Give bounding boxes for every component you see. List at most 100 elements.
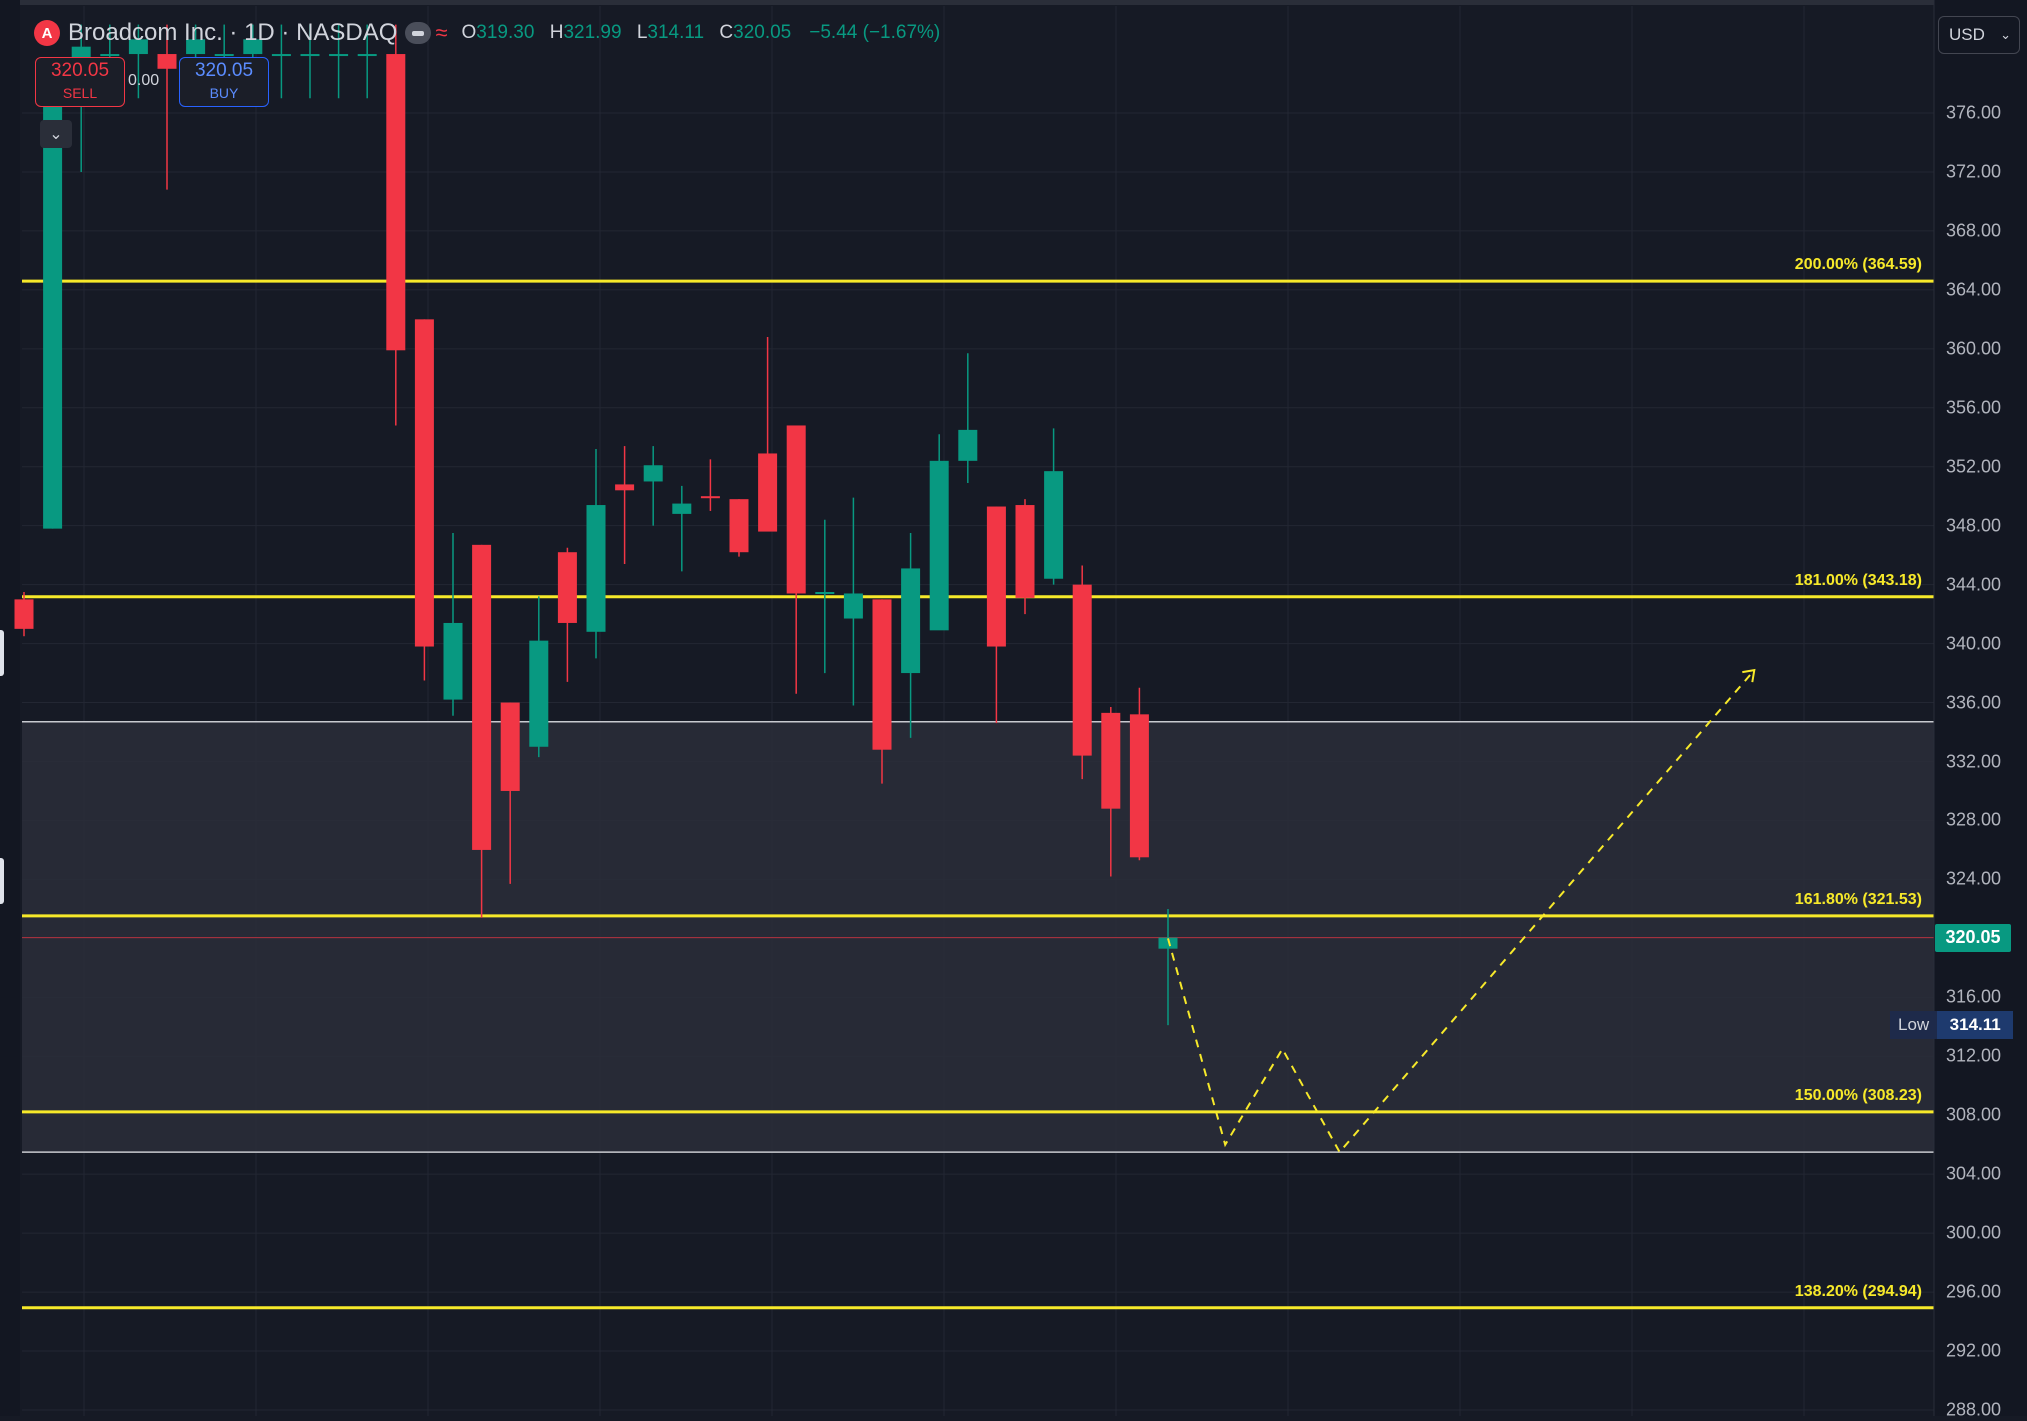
y-tick-label: 300.00	[1946, 1222, 2002, 1243]
candle-body	[300, 54, 320, 57]
candle-body	[1015, 505, 1035, 598]
y-tick-label: 348.00	[1946, 515, 2002, 536]
chevron-down-icon: ⌄	[2000, 27, 2011, 42]
candle-body	[929, 460, 949, 631]
candle-body	[958, 429, 978, 461]
candle-body	[843, 593, 863, 619]
candle-body	[43, 98, 63, 529]
candle-body	[672, 503, 692, 514]
left-edge-tab[interactable]	[0, 858, 4, 904]
low-label: L	[636, 22, 648, 43]
candle-body	[872, 599, 892, 750]
buy-button[interactable]: 320.05 BUY	[179, 57, 269, 107]
candle	[758, 337, 778, 532]
candle-body	[1044, 471, 1064, 579]
candle	[843, 497, 863, 706]
low-price-tag: Low 314.11	[1890, 1011, 2014, 1040]
candle-body	[500, 702, 520, 791]
candle-body	[700, 496, 720, 499]
fib-level-label: 200.00% (364.59)	[1794, 256, 1922, 274]
candle	[500, 702, 520, 884]
top-border	[0, 0, 2027, 5]
candle-body	[815, 592, 835, 595]
candle-body	[529, 640, 549, 747]
currency-select[interactable]: USD ⌄	[1938, 16, 2020, 54]
sell-button[interactable]: 320.05 SELL	[35, 57, 125, 107]
candle	[357, 24, 377, 99]
candle	[1129, 687, 1149, 861]
candle-body	[386, 54, 406, 351]
left-toolbar-strip	[0, 0, 20, 1416]
candle-body	[1129, 714, 1149, 858]
candle	[786, 425, 806, 694]
candle-body	[14, 599, 34, 629]
y-tick-label: 324.00	[1946, 868, 2002, 889]
candle	[901, 533, 921, 738]
candle	[443, 533, 463, 716]
y-tick-label: 340.00	[1946, 633, 2002, 654]
symbol-legend: A Broadcom Inc. · 1D · NASDAQ ≈ O319.30 …	[34, 18, 940, 48]
y-tick-label: 316.00	[1946, 986, 2002, 1007]
candle	[1101, 706, 1121, 877]
open-label: O	[461, 22, 477, 43]
buy-label: BUY	[209, 85, 239, 101]
candle-body	[128, 39, 148, 55]
candle-body	[243, 39, 263, 55]
candle	[271, 24, 291, 99]
fib-level-label: 138.20% (294.94)	[1794, 1282, 1922, 1300]
fib-level-label: 161.80% (321.53)	[1794, 890, 1922, 908]
fib-level-label: 150.00% (308.23)	[1794, 1086, 1922, 1104]
wave-icon[interactable]: ≈	[435, 20, 448, 45]
candle	[586, 449, 606, 659]
fib-level-label: 181.00% (343.18)	[1794, 571, 1922, 589]
low-value: 314.11	[647, 22, 705, 43]
collapse-legend-button[interactable]: ⌄	[40, 120, 72, 148]
y-tick-label: 352.00	[1946, 456, 2002, 477]
high-label: H	[549, 22, 564, 43]
left-edge-tab[interactable]	[0, 630, 4, 676]
chevron-down-icon: ⌄	[49, 126, 63, 143]
candle	[1158, 909, 1178, 1026]
candle	[643, 446, 663, 526]
symbol-title[interactable]: Broadcom Inc. · 1D · NASDAQ	[68, 19, 398, 46]
sell-price: 320.05	[50, 60, 110, 81]
y-tick-label: 308.00	[1946, 1104, 2002, 1125]
candle-body	[186, 39, 206, 55]
price-axis-background	[1934, 0, 2027, 1416]
candle-body	[100, 54, 120, 57]
projection-arrowhead	[1742, 668, 1756, 683]
y-tick-label: 288.00	[1946, 1399, 2002, 1420]
candle	[386, 24, 406, 426]
candle	[1015, 499, 1035, 615]
close-label: C	[719, 22, 734, 43]
candle-body	[901, 568, 921, 674]
high-value: 321.99	[563, 22, 622, 43]
candle	[472, 544, 492, 918]
y-tick-label: 304.00	[1946, 1163, 2002, 1184]
y-tick-label: 344.00	[1946, 574, 2002, 595]
candle-body	[414, 319, 434, 647]
candle	[157, 24, 177, 190]
candle-body	[557, 552, 577, 623]
candle	[815, 519, 835, 674]
candle-body	[157, 54, 177, 69]
candle	[329, 24, 349, 99]
y-tick-label: 360.00	[1946, 338, 2002, 359]
candle	[986, 506, 1006, 724]
buy-price: 320.05	[194, 60, 254, 81]
candle	[128, 24, 148, 99]
candle	[958, 353, 978, 483]
broadcom-logo-icon: A	[34, 20, 60, 46]
candle	[872, 599, 892, 784]
candle	[672, 485, 692, 572]
low-tag-label: Low	[1890, 1011, 1938, 1040]
minus-pill-icon[interactable]	[405, 22, 432, 44]
candle	[1044, 428, 1064, 585]
candle-body	[1072, 584, 1092, 756]
candle	[300, 24, 320, 99]
y-tick-label: 368.00	[1946, 220, 2002, 241]
candle-body	[357, 54, 377, 57]
